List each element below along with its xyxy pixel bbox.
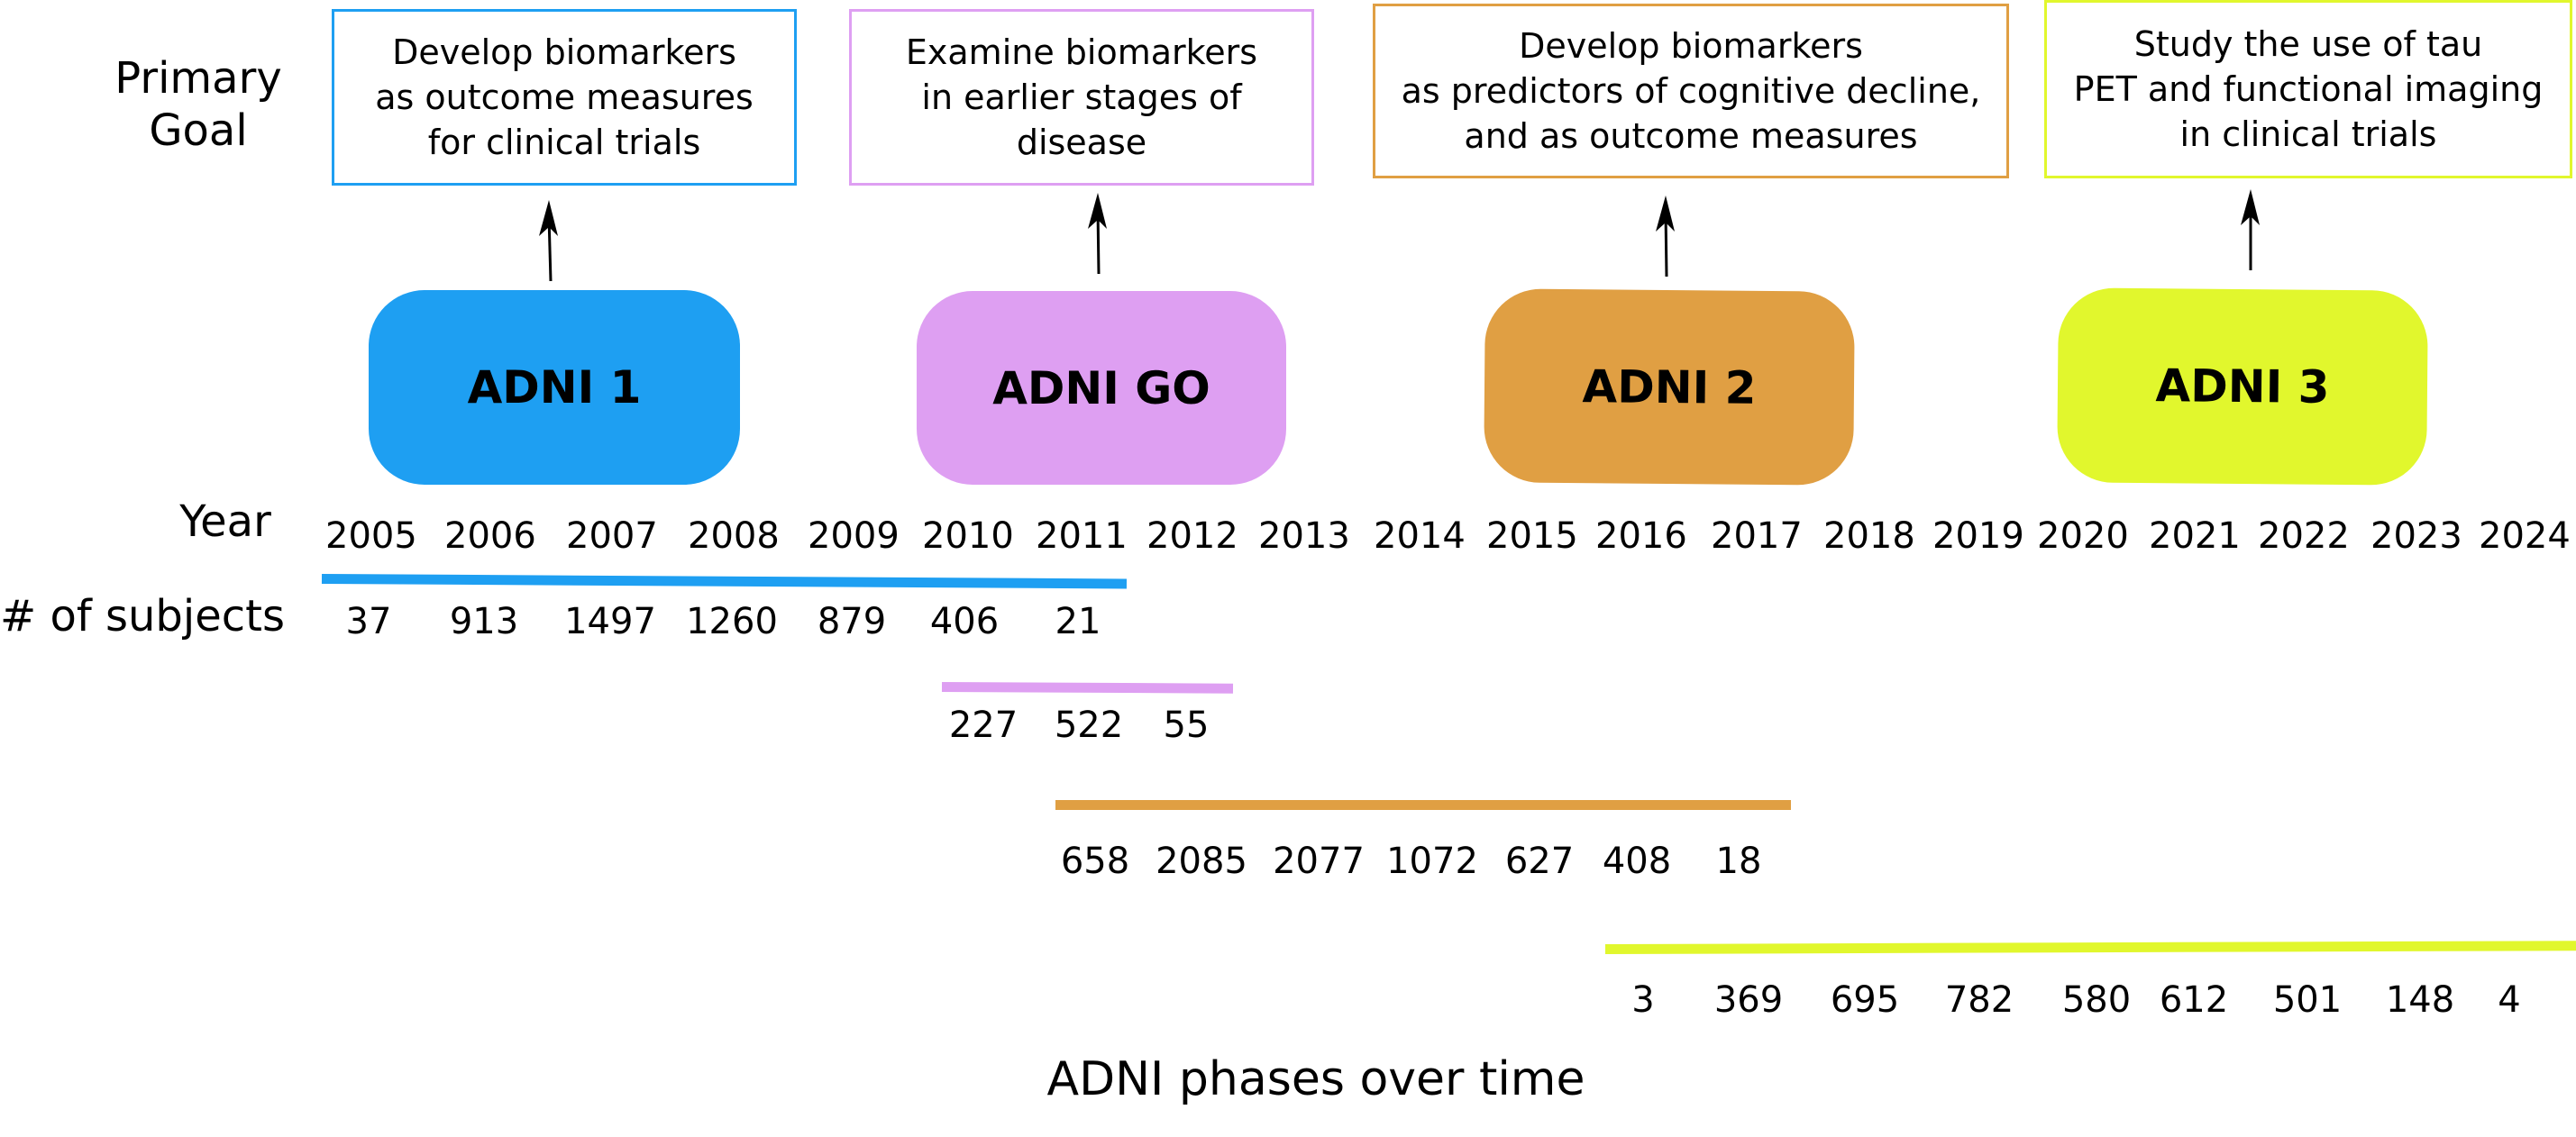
subject-count: 406 <box>929 601 1000 642</box>
year-label-item: 2009 <box>808 515 900 557</box>
arrow-up-icon <box>1088 193 1107 275</box>
subject-count: 4 <box>2498 979 2521 1021</box>
year-label-item: 2013 <box>1258 515 1350 557</box>
year-label-item: 2022 <box>2258 515 2350 557</box>
subject-count: 1260 <box>686 601 778 642</box>
primary-goal-label: Primary Goal <box>114 53 282 156</box>
phase-line-adni3 <box>1604 941 2576 954</box>
subject-count: 695 <box>1830 979 1900 1021</box>
subject-count: 21 <box>1055 601 1101 642</box>
subject-count: 879 <box>817 601 887 642</box>
year-label-item: 2012 <box>1146 515 1238 557</box>
year-label-item: 2014 <box>1374 515 1466 557</box>
goal-box-adni1: Develop biomarkers as outcome measures f… <box>332 9 797 186</box>
phase-line-adni2 <box>1055 800 1791 810</box>
subject-count: 501 <box>2272 979 2343 1021</box>
subject-count: 408 <box>1602 841 1672 882</box>
phase-adni-go: ADNI GO <box>917 291 1286 485</box>
subject-count: 782 <box>1944 979 2014 1021</box>
year-label-item: 2005 <box>325 515 417 557</box>
subject-count: 1497 <box>564 601 656 642</box>
figure-caption: ADNI phases over time <box>1046 1052 1585 1106</box>
year-label-item: 2024 <box>2479 515 2571 557</box>
subjects-row-adni-go: 227 522 55 <box>0 705 2576 750</box>
year-label-item: 2006 <box>444 515 536 557</box>
subject-count: 1072 <box>1386 841 1478 882</box>
subjects-row-adni3: 3 369 695 782 580 612 501 148 4 <box>0 979 2576 1024</box>
year-label-item: 2017 <box>1711 515 1803 557</box>
subject-count: 2085 <box>1156 841 1247 882</box>
subject-count: 55 <box>1163 705 1210 746</box>
subjects-row-adni2: 658 2085 2077 1072 627 408 18 <box>0 841 2576 886</box>
year-label-item: 2019 <box>1932 515 2024 557</box>
phase-adni3: ADNI 3 <box>2057 287 2428 486</box>
year-label-item: 2021 <box>2149 515 2241 557</box>
subjects-row-adni1: 37 913 1497 1260 879 406 21 <box>0 601 2576 646</box>
subject-count: 227 <box>948 705 1019 746</box>
subject-count: 18 <box>1715 841 1762 882</box>
subject-count: 612 <box>2159 979 2229 1021</box>
phase-line-adni-go <box>941 682 1234 694</box>
subject-count: 627 <box>1504 841 1575 882</box>
year-label-item: 2007 <box>566 515 658 557</box>
arrow-up-icon <box>2241 189 2260 270</box>
subject-count: 369 <box>1713 979 1784 1021</box>
phase-adni1: ADNI 1 <box>369 290 740 485</box>
subject-count: 2077 <box>1273 841 1365 882</box>
subject-count: 37 <box>345 601 392 642</box>
year-label-item: 2015 <box>1486 515 1578 557</box>
year-axis: 2005 2006 2007 2008 2009 2010 2011 2012 … <box>0 515 2576 560</box>
subject-count: 3 <box>1631 979 1655 1021</box>
arrow-up-icon <box>539 200 558 282</box>
year-label-item: 2018 <box>1823 515 1915 557</box>
phase-line-adni1 <box>321 574 1128 589</box>
goal-box-adni3: Study the use of tau PET and functional … <box>2044 0 2572 178</box>
year-label-item: 2023 <box>2370 515 2462 557</box>
year-label-item: 2016 <box>1595 515 1687 557</box>
year-label: Year <box>179 496 271 547</box>
year-label-item: 2020 <box>2037 515 2129 557</box>
subject-count: 658 <box>1060 841 1130 882</box>
year-label-item: 2011 <box>1036 515 1128 557</box>
year-label-item: 2008 <box>688 515 780 557</box>
goal-box-adni-go: Examine biomarkers in earlier stages of … <box>849 9 1314 186</box>
subject-count: 148 <box>2385 979 2455 1021</box>
subject-count: 580 <box>2061 979 2132 1021</box>
goal-box-adni2: Develop biomarkers as predictors of cogn… <box>1373 4 2009 178</box>
subjects-label: # of subjects <box>0 591 285 641</box>
year-label-item: 2010 <box>922 515 1014 557</box>
subject-count: 913 <box>449 601 519 642</box>
subject-count: 522 <box>1054 705 1124 746</box>
phase-adni2: ADNI 2 <box>1484 288 1855 486</box>
arrow-up-icon <box>1656 196 1675 277</box>
